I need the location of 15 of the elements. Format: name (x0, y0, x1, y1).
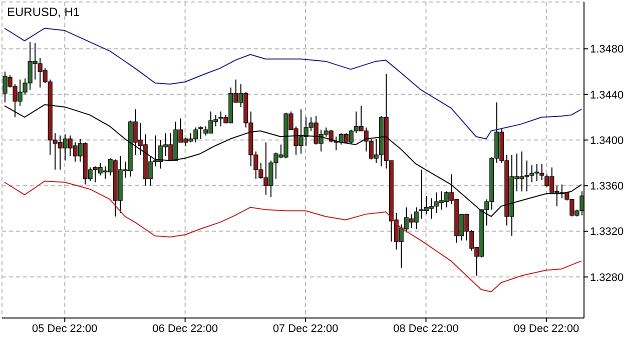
y-tick-label: 1.3480 (590, 44, 624, 56)
y-tick-label: 1.3440 (590, 89, 624, 102)
y-tick-label: 1.3280 (590, 272, 624, 284)
x-tick-label: 08 Dec 22:00 (393, 322, 459, 335)
y-tick-label: 1.3400 (590, 134, 624, 147)
x-tick-label: 07 Dec 22:00 (272, 322, 338, 335)
candlestick (198, 126, 203, 140)
y-tick-label: 1.3360 (590, 180, 624, 193)
x-tick-label: 09 Dec 22:00 (514, 322, 580, 335)
x-tick-label: 05 Dec 22:00 (32, 322, 98, 335)
line-series (4, 180, 582, 292)
x-tick-label: 06 Dec 22:00 (152, 322, 218, 335)
chart-title: EURUSD, H1 (7, 5, 80, 19)
line-series (4, 28, 582, 140)
y-tick-label: 1.3320 (590, 226, 624, 238)
